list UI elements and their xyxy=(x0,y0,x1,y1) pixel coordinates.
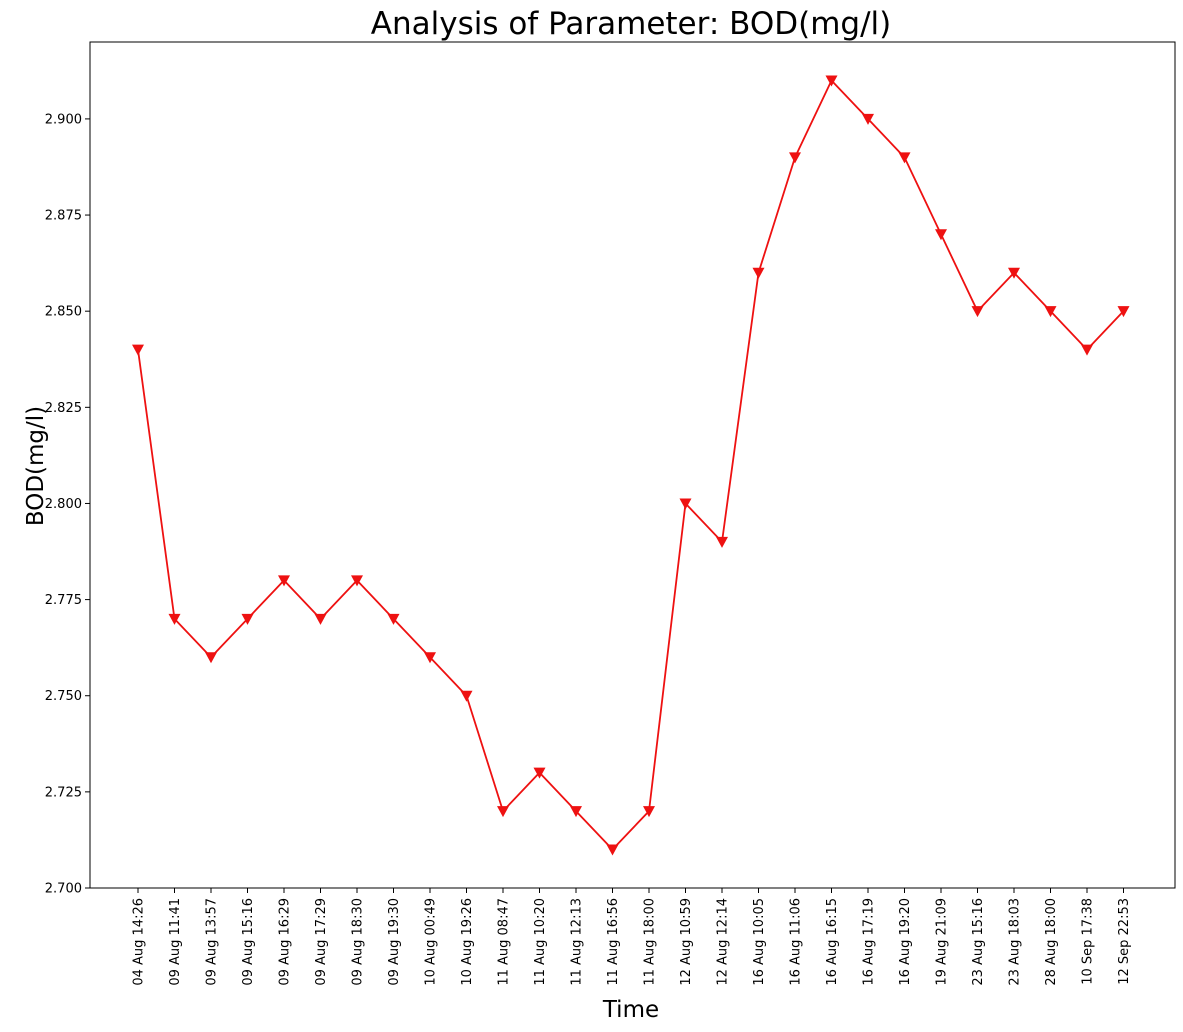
x-tick-label: 09 Aug 13:57 xyxy=(205,898,220,986)
y-tick-label: 2.825 xyxy=(45,401,82,416)
x-tick-label: 11 Aug 08:47 xyxy=(497,898,512,986)
data-point-marker xyxy=(862,113,874,125)
x-tick-label: 16 Aug 11:06 xyxy=(789,898,804,986)
y-tick-label: 2.800 xyxy=(45,497,82,512)
x-tick-label: 23 Aug 15:16 xyxy=(971,898,986,986)
x-tick-label: 11 Aug 10:20 xyxy=(533,898,548,986)
y-axis: 2.700 2.725 2.750 2.775 2.800 2.825 2.850 2.875… xyxy=(45,112,90,897)
data-point-marker xyxy=(460,690,473,702)
data-point-marker xyxy=(789,152,801,164)
data-point-marker xyxy=(643,806,655,818)
data-point-marker xyxy=(1117,306,1130,318)
x-tick-label: 11 Aug 16:56 xyxy=(606,898,621,986)
x-axis: 04 Aug 14:26 09 Aug 11:41 09 Aug 13:57 09 A… xyxy=(132,888,1132,986)
y-tick-label: 2.750 xyxy=(45,689,82,704)
data-point-marker xyxy=(606,844,619,856)
x-tick-label: 23 Aug 18:03 xyxy=(1008,898,1023,986)
x-tick-label: 10 Aug 19:26 xyxy=(460,898,475,986)
x-tick-label: 09 Aug 11:41 xyxy=(168,898,183,986)
x-tick-label: 12 Aug 10:59 xyxy=(679,898,694,986)
y-tick-label: 2.775 xyxy=(45,593,82,608)
x-tick-label: 04 Aug 14:26 xyxy=(132,898,147,986)
x-tick-label: 11 Aug 12:13 xyxy=(570,898,585,986)
x-tick-label: 09 Aug 16:29 xyxy=(278,898,293,986)
data-point-marker xyxy=(132,344,144,356)
x-tick-label: 09 Aug 19:30 xyxy=(387,898,402,986)
chart-title: Analysis of Parameter: BOD(mg/l) xyxy=(371,6,891,42)
data-point-marker xyxy=(752,267,765,279)
y-tick-label: 2.850 xyxy=(45,305,82,320)
x-tick-label: 12 Sep 22:53 xyxy=(1117,898,1132,985)
x-tick-label: 09 Aug 18:30 xyxy=(351,898,366,986)
data-point-marker xyxy=(1081,344,1093,356)
data-point-marker xyxy=(241,613,254,625)
data-point-marker xyxy=(971,306,984,318)
data-point-marker xyxy=(679,498,692,510)
data-point-marker xyxy=(1008,267,1020,279)
y-axis-label: BOD(mg/l) xyxy=(23,406,49,526)
data-point-marker xyxy=(570,806,582,818)
data-point-marker xyxy=(351,575,363,587)
data-point-marker xyxy=(314,613,327,625)
data-point-marker xyxy=(424,652,436,664)
x-tick-label: 16 Aug 16:15 xyxy=(825,898,840,986)
series-line xyxy=(137,79,1125,851)
y-tick-label: 2.700 xyxy=(45,882,82,897)
data-point-marker xyxy=(278,575,290,587)
data-point-marker xyxy=(497,806,509,818)
y-tick-label: 2.875 xyxy=(45,209,82,224)
x-tick-label: 10 Sep 17:38 xyxy=(1081,898,1096,985)
data-point-marker xyxy=(205,652,217,664)
x-tick-label: 28 Aug 18:00 xyxy=(1044,898,1059,986)
data-point-marker xyxy=(716,536,728,548)
data-point-marker xyxy=(533,767,546,779)
x-tick-label: 10 Aug 00:49 xyxy=(424,898,439,986)
series-bod xyxy=(132,75,1130,856)
data-point-marker xyxy=(168,613,181,625)
y-tick-label: 2.725 xyxy=(45,785,82,800)
y-tick-label: 2.900 xyxy=(45,112,82,127)
x-tick-label: 16 Aug 17:19 xyxy=(862,898,877,986)
x-tick-label: 16 Aug 10:05 xyxy=(752,898,767,986)
plot-area-frame xyxy=(89,41,1176,889)
x-tick-label: 16 Aug 19:20 xyxy=(898,898,913,986)
x-tick-label: 19 Aug 21:09 xyxy=(935,898,950,986)
data-point-marker xyxy=(387,613,400,625)
x-tick-label: 09 Aug 17:29 xyxy=(314,898,329,986)
x-axis-label: Time xyxy=(602,997,659,1023)
data-point-marker xyxy=(825,75,838,87)
data-point-marker xyxy=(1044,306,1057,318)
data-point-marker xyxy=(898,152,911,164)
x-tick-label: 12 Aug 12:14 xyxy=(716,898,731,986)
x-tick-label: 09 Aug 15:16 xyxy=(241,898,256,986)
x-tick-label: 11 Aug 18:00 xyxy=(643,898,658,986)
data-point-marker xyxy=(935,229,947,241)
